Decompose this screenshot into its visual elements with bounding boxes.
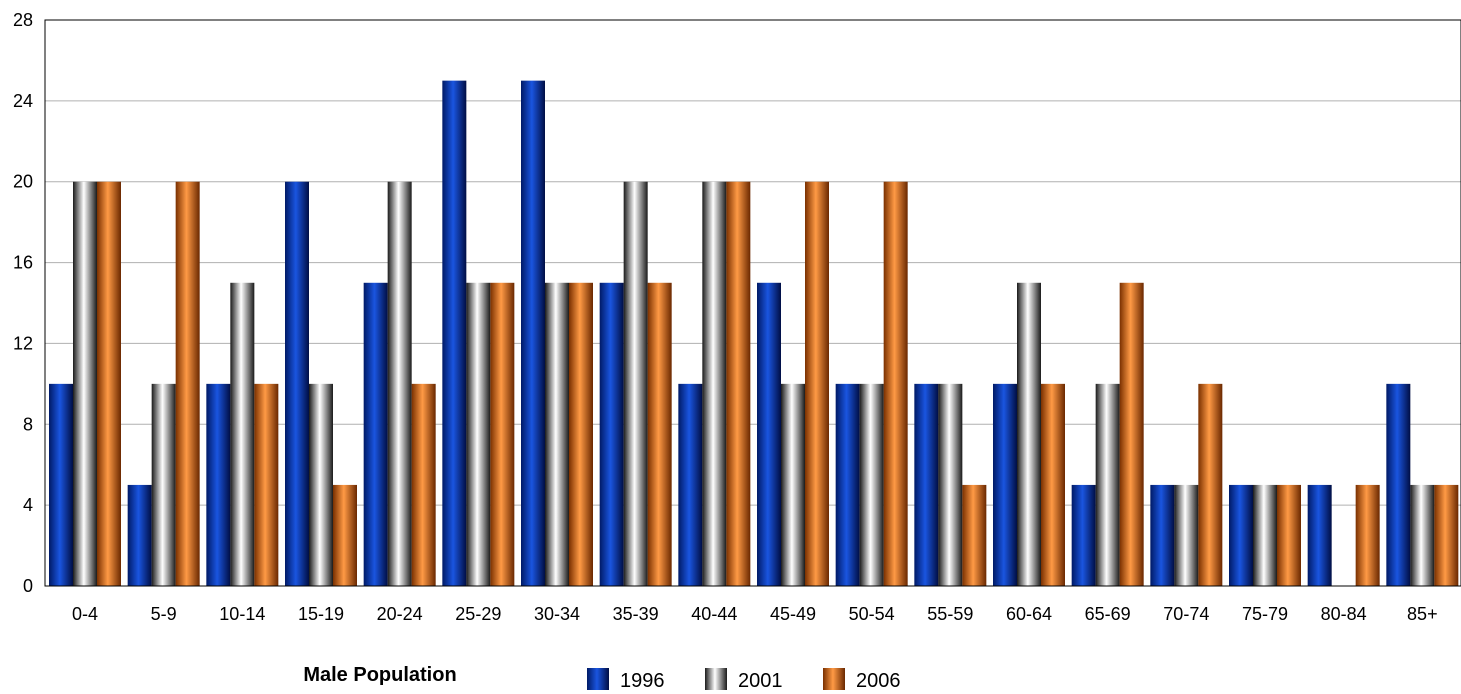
bar-2006-10-14	[254, 383, 279, 586]
bar-2001-35-39	[623, 181, 648, 586]
bar-2001-75-79	[1253, 484, 1277, 586]
bar-2001-40-44	[702, 181, 727, 586]
bar-2006-45-49	[805, 181, 829, 586]
bar-2001-20-24	[387, 181, 412, 586]
legend-swatch-2006	[823, 668, 845, 690]
legend-label-1996: 1996	[620, 670, 665, 692]
bar-1996-40-44	[678, 383, 703, 586]
y-tick-label: 12	[13, 333, 33, 353]
x-tick-label: 60-64	[1006, 604, 1052, 624]
bar-2006-60-64	[1041, 383, 1065, 586]
bar-2006-40-44	[726, 181, 751, 586]
bar-2006-15-19	[333, 484, 357, 586]
x-tick-label: 40-44	[691, 604, 737, 624]
bar-2006-80-84	[1355, 484, 1380, 586]
bar-2006-65-69	[1119, 282, 1144, 586]
legend-swatch-1996	[587, 668, 609, 690]
bar-2001-10-14	[230, 282, 255, 586]
bar-1996-45-49	[757, 282, 781, 586]
bar-1996-75-79	[1229, 484, 1253, 586]
y-tick-label: 0	[23, 576, 33, 596]
bar-2006-30-34	[569, 282, 593, 586]
bars	[49, 80, 1459, 587]
bar-2006-75-79	[1277, 484, 1301, 586]
x-tick-label: 65-69	[1085, 604, 1131, 624]
x-tick-label: 70-74	[1163, 604, 1209, 624]
bar-2006-55-59	[962, 484, 987, 586]
bar-2001-70-74	[1174, 484, 1199, 586]
bar-2001-15-19	[309, 383, 333, 586]
x-tick-label: 50-54	[849, 604, 895, 624]
bar-1996-10-14	[206, 383, 231, 586]
x-tick-label: 20-24	[377, 604, 423, 624]
bar-2001-0-4	[73, 181, 97, 586]
bar-1996-60-64	[993, 383, 1017, 586]
y-tick-label: 20	[13, 172, 33, 192]
x-tick-label: 25-29	[455, 604, 501, 624]
bar-1996-50-54	[835, 383, 860, 586]
bar-2001-45-49	[781, 383, 805, 586]
x-tick-label: 85+	[1407, 604, 1438, 624]
bar-2006-25-29	[490, 282, 515, 586]
bar-1996-30-34	[521, 80, 545, 587]
bar-2001-30-34	[545, 282, 569, 586]
bar-2006-20-24	[411, 383, 436, 586]
bar-2001-55-59	[938, 383, 963, 586]
x-tick-label: 55-59	[927, 604, 973, 624]
bar-1996-35-39	[599, 282, 624, 586]
bar-2006-0-4	[97, 181, 121, 586]
bar-1996-65-69	[1071, 484, 1096, 586]
bar-2006-5-9	[175, 181, 200, 586]
bar-1996-80-84	[1307, 484, 1332, 586]
legend-label-2001: 2001	[738, 670, 783, 692]
bar-1996-70-74	[1150, 484, 1175, 586]
bar-1996-0-4	[49, 383, 73, 586]
chart-title: Male Population	[303, 664, 456, 686]
bar-1996-5-9	[127, 484, 152, 586]
x-axis-ticks: 0-4 5-9 10-14 15-19 20-24 25-29 30-34 35-39 40-4…	[72, 604, 1438, 624]
bar-1996-15-19	[285, 181, 309, 586]
x-tick-label: 75-79	[1242, 604, 1288, 624]
bar-2001-85+	[1410, 484, 1435, 586]
bar-2006-50-54	[883, 181, 908, 586]
bar-2001-65-69	[1095, 383, 1120, 586]
bar-1996-20-24	[363, 282, 388, 586]
x-tick-label: 10-14	[219, 604, 265, 624]
plot-frame	[44, 19, 1461, 587]
y-axis-ticks: 0 4 8 12 16 20 24 28	[13, 10, 33, 596]
y-tick-label: 8	[23, 414, 33, 434]
x-tick-label: 80-84	[1321, 604, 1367, 624]
y-tick-label: 4	[23, 495, 33, 515]
x-tick-label: 30-34	[534, 604, 580, 624]
y-tick-label: 16	[13, 253, 33, 273]
x-tick-label: 35-39	[613, 604, 659, 624]
x-tick-label: 0-4	[72, 604, 98, 624]
x-tick-label: 45-49	[770, 604, 816, 624]
x-tick-label: 15-19	[298, 604, 344, 624]
bar-1996-85+	[1386, 383, 1411, 586]
x-tick-label: 5-9	[151, 604, 177, 624]
bar-2001-25-29	[466, 282, 491, 586]
legend-swatch-2001	[705, 668, 727, 690]
bar-1996-55-59	[914, 383, 939, 586]
bar-2006-35-39	[647, 282, 672, 586]
bar-2001-5-9	[151, 383, 176, 586]
bar-2001-50-54	[859, 383, 884, 586]
gridlines	[45, 100, 1461, 506]
bar-2006-70-74	[1198, 383, 1223, 586]
legend-label-2006: 2006	[856, 670, 901, 692]
bar-2001-60-64	[1017, 282, 1041, 586]
bar-2006-85+	[1434, 484, 1459, 586]
y-tick-label: 24	[13, 91, 33, 111]
y-tick-label: 28	[13, 10, 33, 30]
bar-1996-25-29	[442, 80, 467, 587]
legend: 1996 2001 2006	[587, 668, 901, 692]
